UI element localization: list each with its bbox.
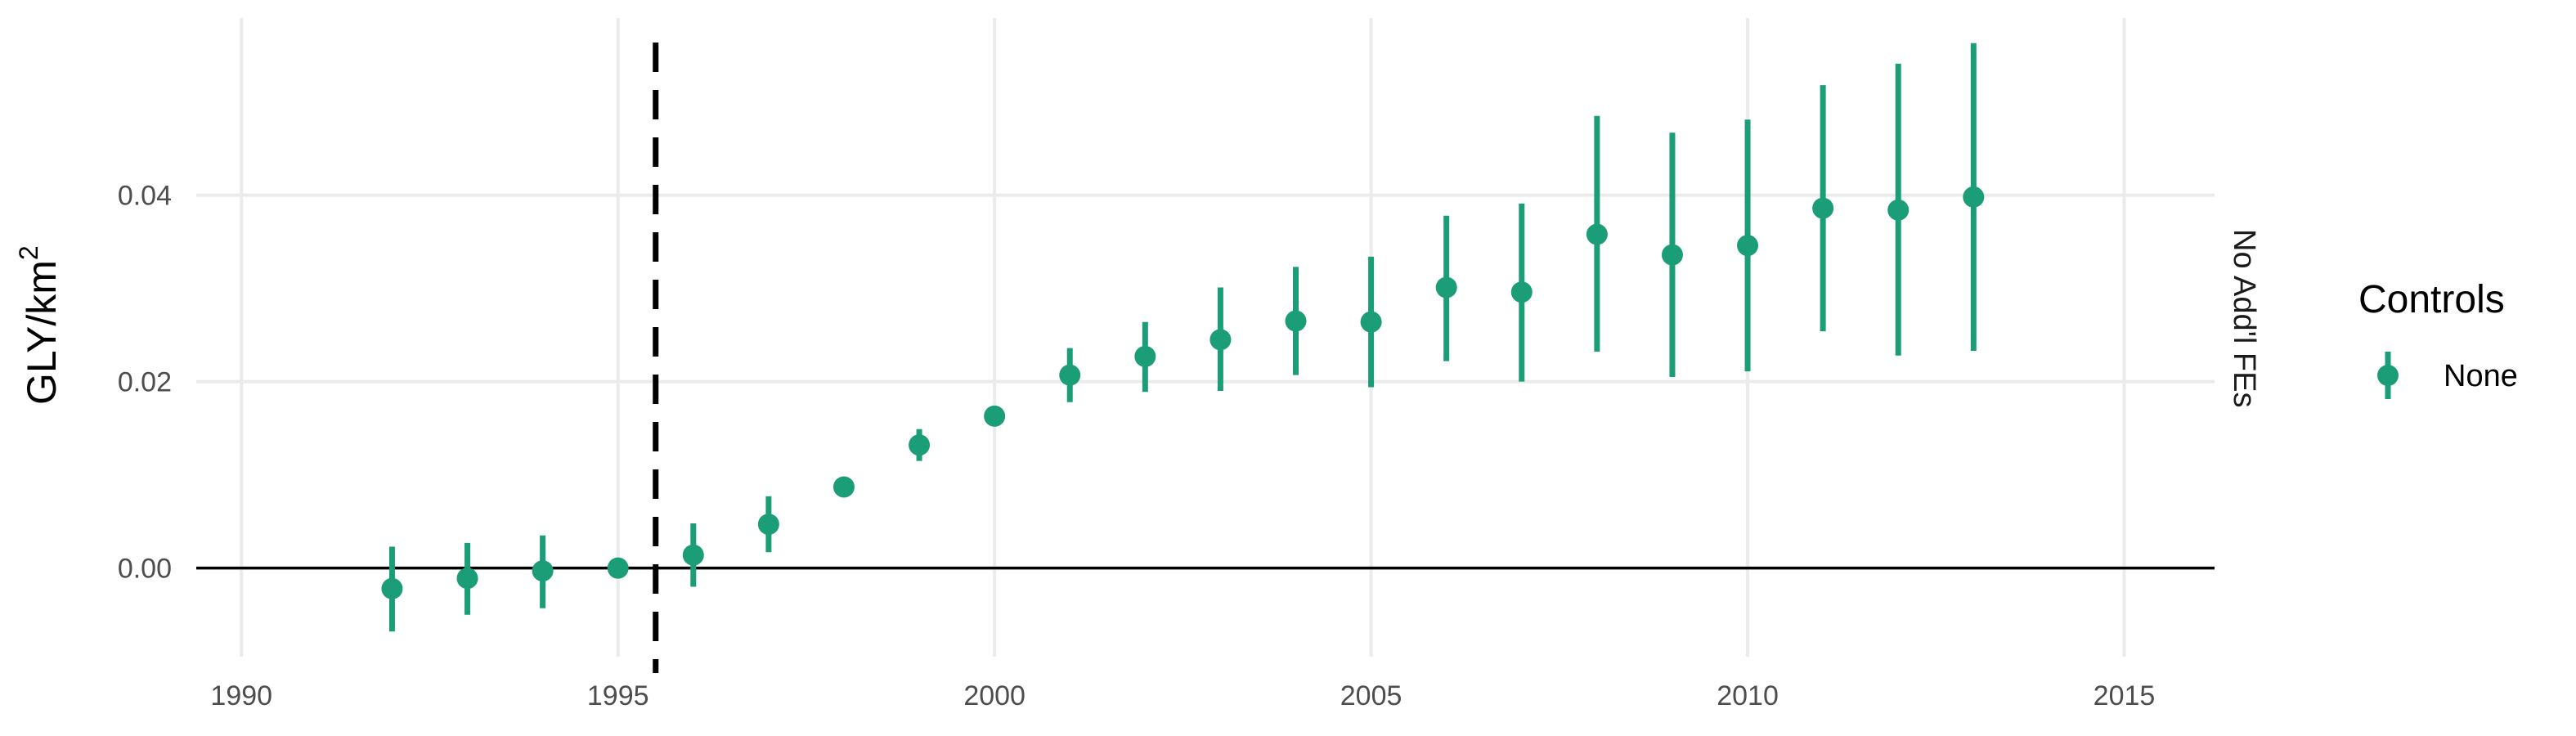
data-points [381,43,1985,632]
y-tick-label-0: 0.00 [118,554,172,585]
point-2007 [1510,281,1533,303]
legend-title: Controls [2358,278,2505,321]
point-2005 [1360,311,1382,333]
legend-key-point [2377,365,2399,386]
x-tick-label-1990: 1990 [210,680,272,711]
point-2012 [1887,199,1910,221]
x-tick-label-2010: 2010 [1717,680,1779,711]
point-2003 [1209,329,1232,351]
point-1993 [456,568,478,590]
y-axis-title-superscript: 2 [14,245,43,260]
point-1998 [832,476,855,498]
legend-entry-none: None [2444,359,2518,393]
point-1994 [532,560,554,582]
point-1992 [381,577,403,599]
x-tick-label-1995: 1995 [587,680,649,711]
point-2008 [1586,223,1608,245]
y-axis-title: GLY/km2 [14,245,65,405]
point-2000 [984,405,1006,427]
point-2010 [1737,235,1759,257]
x-tick-label-2005: 2005 [1340,680,1402,711]
point-2009 [1661,244,1683,266]
point-1996 [682,544,704,566]
legend: Controls None [2358,278,2518,399]
point-2004 [1285,310,1307,332]
point-2011 [1812,197,1834,219]
point-2001 [1059,364,1081,386]
y-axis-title-text: GLY/km [19,260,65,405]
x-tick-label-2015: 2015 [2094,680,2156,711]
tick-labels: 1990 1995 2000 2005 2010 2015 0.00 0.02 0.04 [118,181,2156,711]
grid [196,18,2215,657]
reference-lines [196,43,2215,673]
point-1997 [757,514,779,536]
facet-strip-label: No Add'l FEs [2227,229,2261,407]
x-tick-label-2000: 2000 [963,680,1025,711]
y-tick-label-2: 0.04 [118,181,172,212]
point-2013 [1963,186,1985,208]
y-tick-label-1: 0.02 [118,367,172,398]
point-2002 [1134,345,1156,367]
point-1995 [607,557,629,579]
point-1999 [909,434,931,456]
point-2006 [1435,276,1457,298]
